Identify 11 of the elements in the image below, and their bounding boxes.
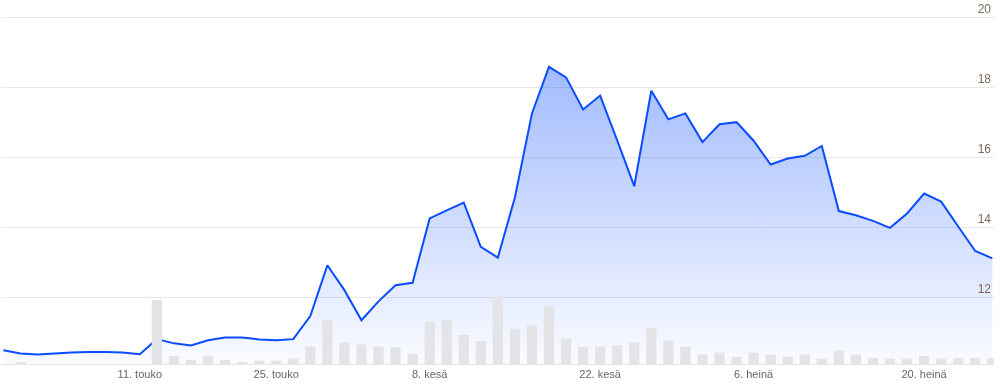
y-tick-label: 14 xyxy=(977,212,992,227)
x-tick-label: 25. touko xyxy=(253,368,299,381)
y-tick-label: 16 xyxy=(977,142,992,157)
x-tick-label: 6. heinä xyxy=(734,368,775,381)
x-tick-label: 20. heinä xyxy=(901,368,948,381)
y-tick-label: 20 xyxy=(977,2,992,17)
y-tick-label: 18 xyxy=(977,72,992,87)
x-tick-label: 22. kesä xyxy=(579,368,622,381)
y-tick-label: 12 xyxy=(977,282,992,297)
x-tick-label: 11. touko xyxy=(117,368,163,381)
x-tick-label: 8. kesä xyxy=(411,368,449,381)
